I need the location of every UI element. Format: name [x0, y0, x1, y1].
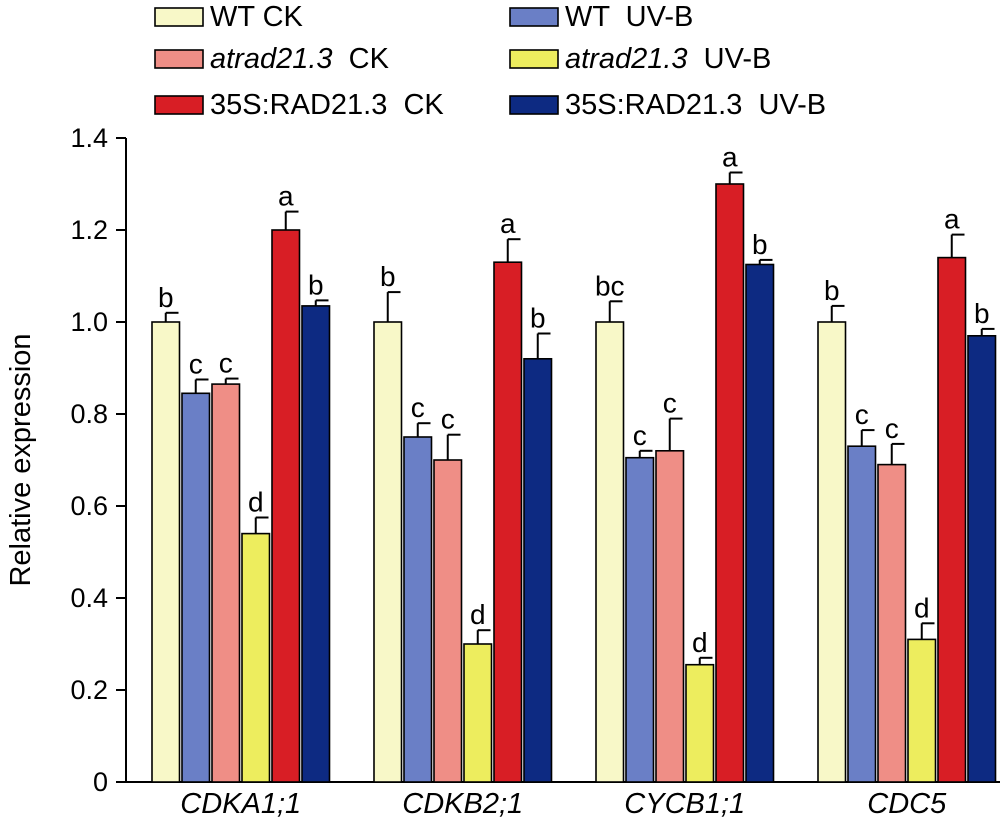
- significance-label: b: [752, 229, 768, 260]
- legend-label: WT UV-B: [565, 1, 693, 33]
- legend-item: 35S:RAD21.3 UV-B: [509, 89, 826, 121]
- significance-label: c: [441, 404, 455, 435]
- significance-label: b: [974, 298, 990, 329]
- bar: [655, 449, 685, 783]
- legend-swatch: [509, 95, 559, 115]
- bar: [403, 436, 433, 783]
- legend-item: WT CK: [154, 1, 304, 33]
- x-tick-label: CDKA1;1: [180, 788, 301, 820]
- legend-label: atrad21.3 UV-B: [565, 43, 771, 75]
- significance-label: d: [692, 627, 708, 658]
- category-group: b c c d a b: [373, 208, 553, 783]
- y-tick-label: 1.2: [70, 215, 108, 245]
- bar: [967, 334, 997, 783]
- category-group: b c c d a b: [151, 181, 331, 783]
- legend-item: atrad21.3 UV-B: [509, 43, 771, 75]
- bar: [847, 445, 877, 783]
- bar: [685, 663, 715, 783]
- bar: [745, 263, 775, 783]
- significance-label: b: [380, 261, 396, 292]
- legend-swatch: [509, 49, 559, 69]
- significance-label: c: [663, 388, 677, 419]
- legend-swatch: [509, 7, 559, 27]
- bar: [817, 321, 847, 783]
- y-tick-label: 0.2: [70, 675, 108, 705]
- legend-swatch: [154, 7, 204, 27]
- significance-label: bc: [595, 270, 625, 301]
- bar: [463, 643, 493, 783]
- legend-item: atrad21.3 CK: [154, 43, 390, 75]
- y-axis: 0 0.2 0.4 0.6 0.8 1.0 1.2 1.4: [70, 123, 127, 797]
- bar: [181, 392, 211, 783]
- significance-label: b: [530, 303, 546, 334]
- significance-label: c: [219, 348, 233, 379]
- y-tick-label: 1.4: [70, 123, 108, 153]
- y-tick-label: 0.4: [70, 583, 108, 613]
- bar: [715, 183, 745, 783]
- y-tick-label: 0.8: [70, 399, 108, 429]
- legend-item: WT UV-B: [509, 1, 693, 33]
- legend: WT CK WT UV-B atrad21.3 CK atrad21.3 UV-B 35…: [154, 1, 826, 121]
- legend-item: 35S:RAD21.3 CK: [154, 89, 444, 121]
- significance-label: c: [189, 349, 203, 380]
- significance-label: b: [158, 282, 174, 313]
- significance-label: d: [248, 487, 264, 518]
- category-group: bc cc d a b: [595, 142, 775, 783]
- legend-label: WT CK: [210, 1, 304, 33]
- y-axis-label: Relative expression: [5, 333, 37, 586]
- y-tick-label: 0.6: [70, 491, 108, 521]
- significance-label: b: [824, 275, 840, 306]
- bar: [523, 357, 553, 783]
- bar: [625, 456, 655, 783]
- category-group: b c c d a b: [817, 204, 997, 783]
- x-axis: CDKA1;1 CDKB2;1 CYCB1;1 CDC5: [126, 781, 1000, 820]
- bar: [271, 229, 301, 783]
- y-tick-label: 0: [93, 767, 108, 797]
- y-tick-label: 1.0: [70, 307, 108, 337]
- legend-swatch: [154, 49, 204, 69]
- x-tick-label: CDC5: [867, 788, 947, 820]
- bar: [241, 532, 271, 783]
- significance-label: d: [470, 599, 486, 630]
- significance-label: c: [885, 413, 899, 444]
- significance-label: c: [633, 420, 647, 451]
- significance-label: d: [914, 592, 930, 623]
- significance-label: a: [500, 208, 516, 239]
- legend-label: 35S:RAD21.3 CK: [210, 89, 444, 121]
- legend-swatch: [154, 95, 204, 115]
- significance-label: a: [278, 181, 294, 212]
- bar: [211, 383, 241, 783]
- significance-label: a: [722, 142, 738, 173]
- legend-label: atrad21.3 CK: [210, 43, 390, 75]
- significance-label: b: [308, 269, 324, 300]
- bar: [907, 638, 937, 783]
- bar: [373, 321, 403, 783]
- bar: [493, 261, 523, 783]
- x-tick-label: CYCB1;1: [624, 788, 745, 820]
- bar: [301, 305, 331, 783]
- significance-label: c: [411, 392, 425, 423]
- legend-label: 35S:RAD21.3 UV-B: [565, 89, 826, 121]
- bar: [433, 459, 463, 783]
- bar: [877, 463, 907, 783]
- x-tick-label: CDKB2;1: [402, 788, 523, 820]
- significance-label: c: [855, 399, 869, 430]
- bar: [595, 321, 625, 783]
- bar: [151, 321, 181, 783]
- bar: [937, 256, 967, 783]
- significance-label: a: [944, 204, 960, 235]
